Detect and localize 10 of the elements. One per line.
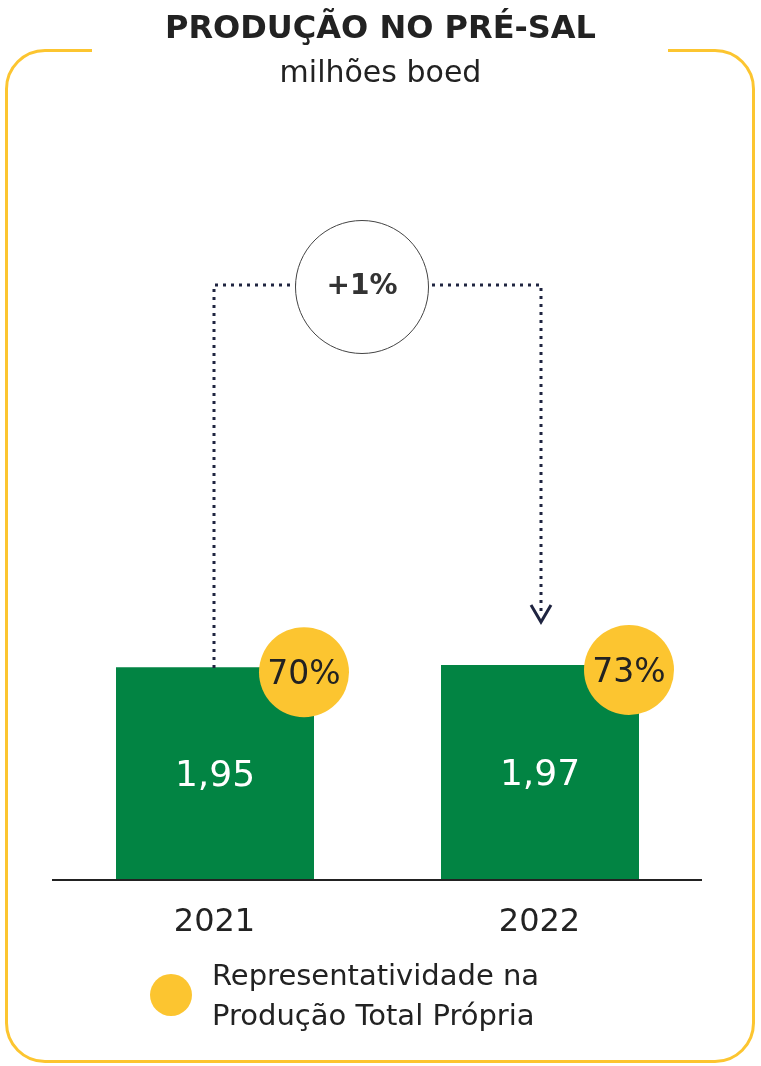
data-label: 1,95 xyxy=(174,752,256,794)
chart-subtitle: milhões boed xyxy=(278,54,483,89)
text: Representatividade na Produção Total Própria xyxy=(212,957,541,1034)
data-label: 1,97 xyxy=(499,751,581,793)
x-tick-label: 2021 xyxy=(173,900,256,939)
x-tick-label: 2022 xyxy=(498,900,581,939)
annotation: 73% xyxy=(592,651,666,690)
text: +1% xyxy=(325,268,399,301)
chart-title: PRODUÇÃO NO PRÉ-SAL xyxy=(164,8,597,46)
annotation: 70% xyxy=(267,653,341,693)
